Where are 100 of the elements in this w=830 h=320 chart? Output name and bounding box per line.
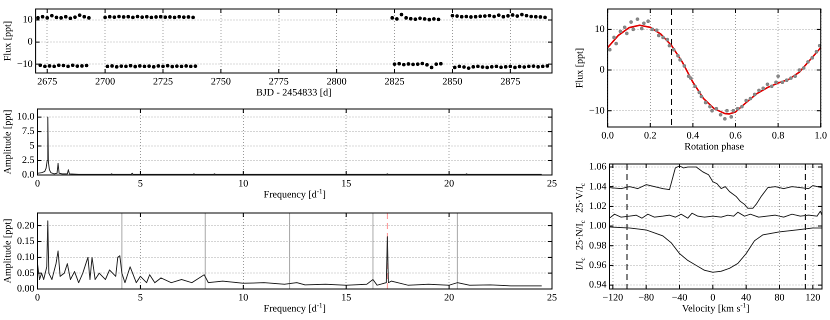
point	[723, 117, 727, 121]
point	[740, 104, 744, 108]
x-tick-label: 25	[547, 178, 557, 190]
x-tick-label: 40	[741, 292, 752, 304]
point	[761, 86, 766, 90]
x-tick-label: −80	[638, 292, 654, 304]
point	[646, 19, 650, 24]
point	[642, 21, 646, 26]
x-tick-label: −40	[672, 292, 688, 304]
y-tick-label: 0.10	[17, 252, 34, 263]
point	[748, 96, 752, 100]
x-tick-label: 0.4	[686, 130, 700, 142]
x-tick-label: 5	[138, 292, 143, 304]
y-tick-label: 10	[22, 14, 33, 26]
point	[676, 54, 680, 58]
point	[618, 30, 622, 34]
x-tick-label: 15	[341, 178, 352, 190]
x-tick-label: 0.8	[772, 130, 784, 142]
point	[612, 36, 616, 40]
y-axis-title: Flux [ppt]	[574, 48, 586, 88]
x-tick-label: 2800	[326, 76, 347, 88]
point	[614, 42, 618, 46]
point	[682, 64, 686, 68]
point	[661, 36, 665, 40]
point	[608, 48, 612, 52]
x-tick-label: 0.2	[644, 130, 657, 142]
x-tick-label: 2850	[442, 76, 462, 88]
y-tick-label: 0.96	[589, 260, 606, 272]
point	[810, 56, 814, 60]
point	[672, 48, 676, 52]
x-tick-label: −120	[602, 292, 624, 304]
y-tick-label: 7.5	[22, 126, 34, 138]
y-axis-title: Amplitude [ppt]	[2, 218, 14, 284]
point	[798, 68, 802, 72]
x-tick-label: 80	[774, 292, 784, 304]
point	[732, 108, 736, 113]
x-tick-label: 1.0	[814, 130, 827, 142]
point	[729, 115, 734, 119]
point	[697, 90, 702, 94]
x-tick-label: 2875	[500, 76, 520, 88]
point	[776, 74, 780, 78]
point	[688, 76, 693, 80]
y-tick-label: 0	[28, 36, 33, 48]
y-tick-label: 0.94	[589, 280, 606, 291]
y-tick-label: 10.0	[17, 112, 34, 123]
point	[757, 88, 761, 92]
x-tick-label: 10	[238, 292, 248, 304]
x-tick-label: 2750	[210, 76, 231, 88]
y-tick-label: 10	[594, 24, 605, 35]
point	[650, 28, 654, 32]
x-tick-label: 5	[138, 178, 143, 190]
y-tick-label: 0	[600, 64, 605, 76]
point	[656, 34, 661, 38]
point	[718, 112, 722, 117]
x-axis-title: Rotation phase	[684, 142, 745, 153]
point	[770, 84, 774, 88]
y-tick-label: 1.04	[589, 181, 606, 192]
x-tick-label: 0	[710, 292, 716, 304]
point	[625, 32, 629, 36]
x-tick-label: 10	[238, 178, 248, 190]
point	[666, 38, 670, 42]
point	[744, 98, 748, 102]
x-tick-label: 2700	[95, 76, 116, 88]
point	[704, 100, 708, 104]
y-tick-label: −10	[17, 58, 33, 70]
y-tick-label: 5	[30, 140, 34, 152]
point	[814, 50, 818, 54]
point	[629, 20, 633, 24]
point	[774, 80, 778, 84]
y-tick-label: 0.98	[589, 240, 606, 252]
y-tick-label: 2.5	[22, 155, 34, 166]
x-tick-label: 15	[341, 292, 352, 304]
point	[789, 76, 793, 80]
point	[700, 94, 704, 98]
x-tick-label: 20	[444, 178, 454, 190]
point	[714, 106, 718, 110]
y-axis-title: Flux [ppt]	[2, 20, 14, 62]
point	[654, 28, 658, 32]
point	[710, 108, 714, 113]
x-tick-label: 2825	[384, 76, 405, 88]
point	[793, 74, 797, 78]
y-tick-label: 0.20	[17, 220, 34, 232]
x-tick-label: 0.6	[729, 130, 742, 142]
point	[806, 60, 810, 64]
y-tick-label: 1.06	[589, 162, 606, 173]
x-tick-label: 2725	[152, 76, 173, 88]
point	[640, 26, 644, 30]
point	[802, 66, 806, 70]
x-tick-label: 2675	[37, 76, 58, 88]
point	[818, 44, 821, 48]
point	[725, 108, 729, 113]
y-tick-label: 1.00	[589, 220, 606, 232]
y-tick-label: 0.00	[17, 284, 34, 295]
point	[766, 82, 770, 86]
point	[752, 92, 756, 96]
x-tick-label: 25	[547, 292, 557, 304]
y-tick-label: 0.05	[17, 268, 34, 279]
x-tick-label: 2775	[268, 76, 289, 88]
y-tick-label: 0.0	[22, 170, 34, 181]
point	[780, 80, 784, 84]
